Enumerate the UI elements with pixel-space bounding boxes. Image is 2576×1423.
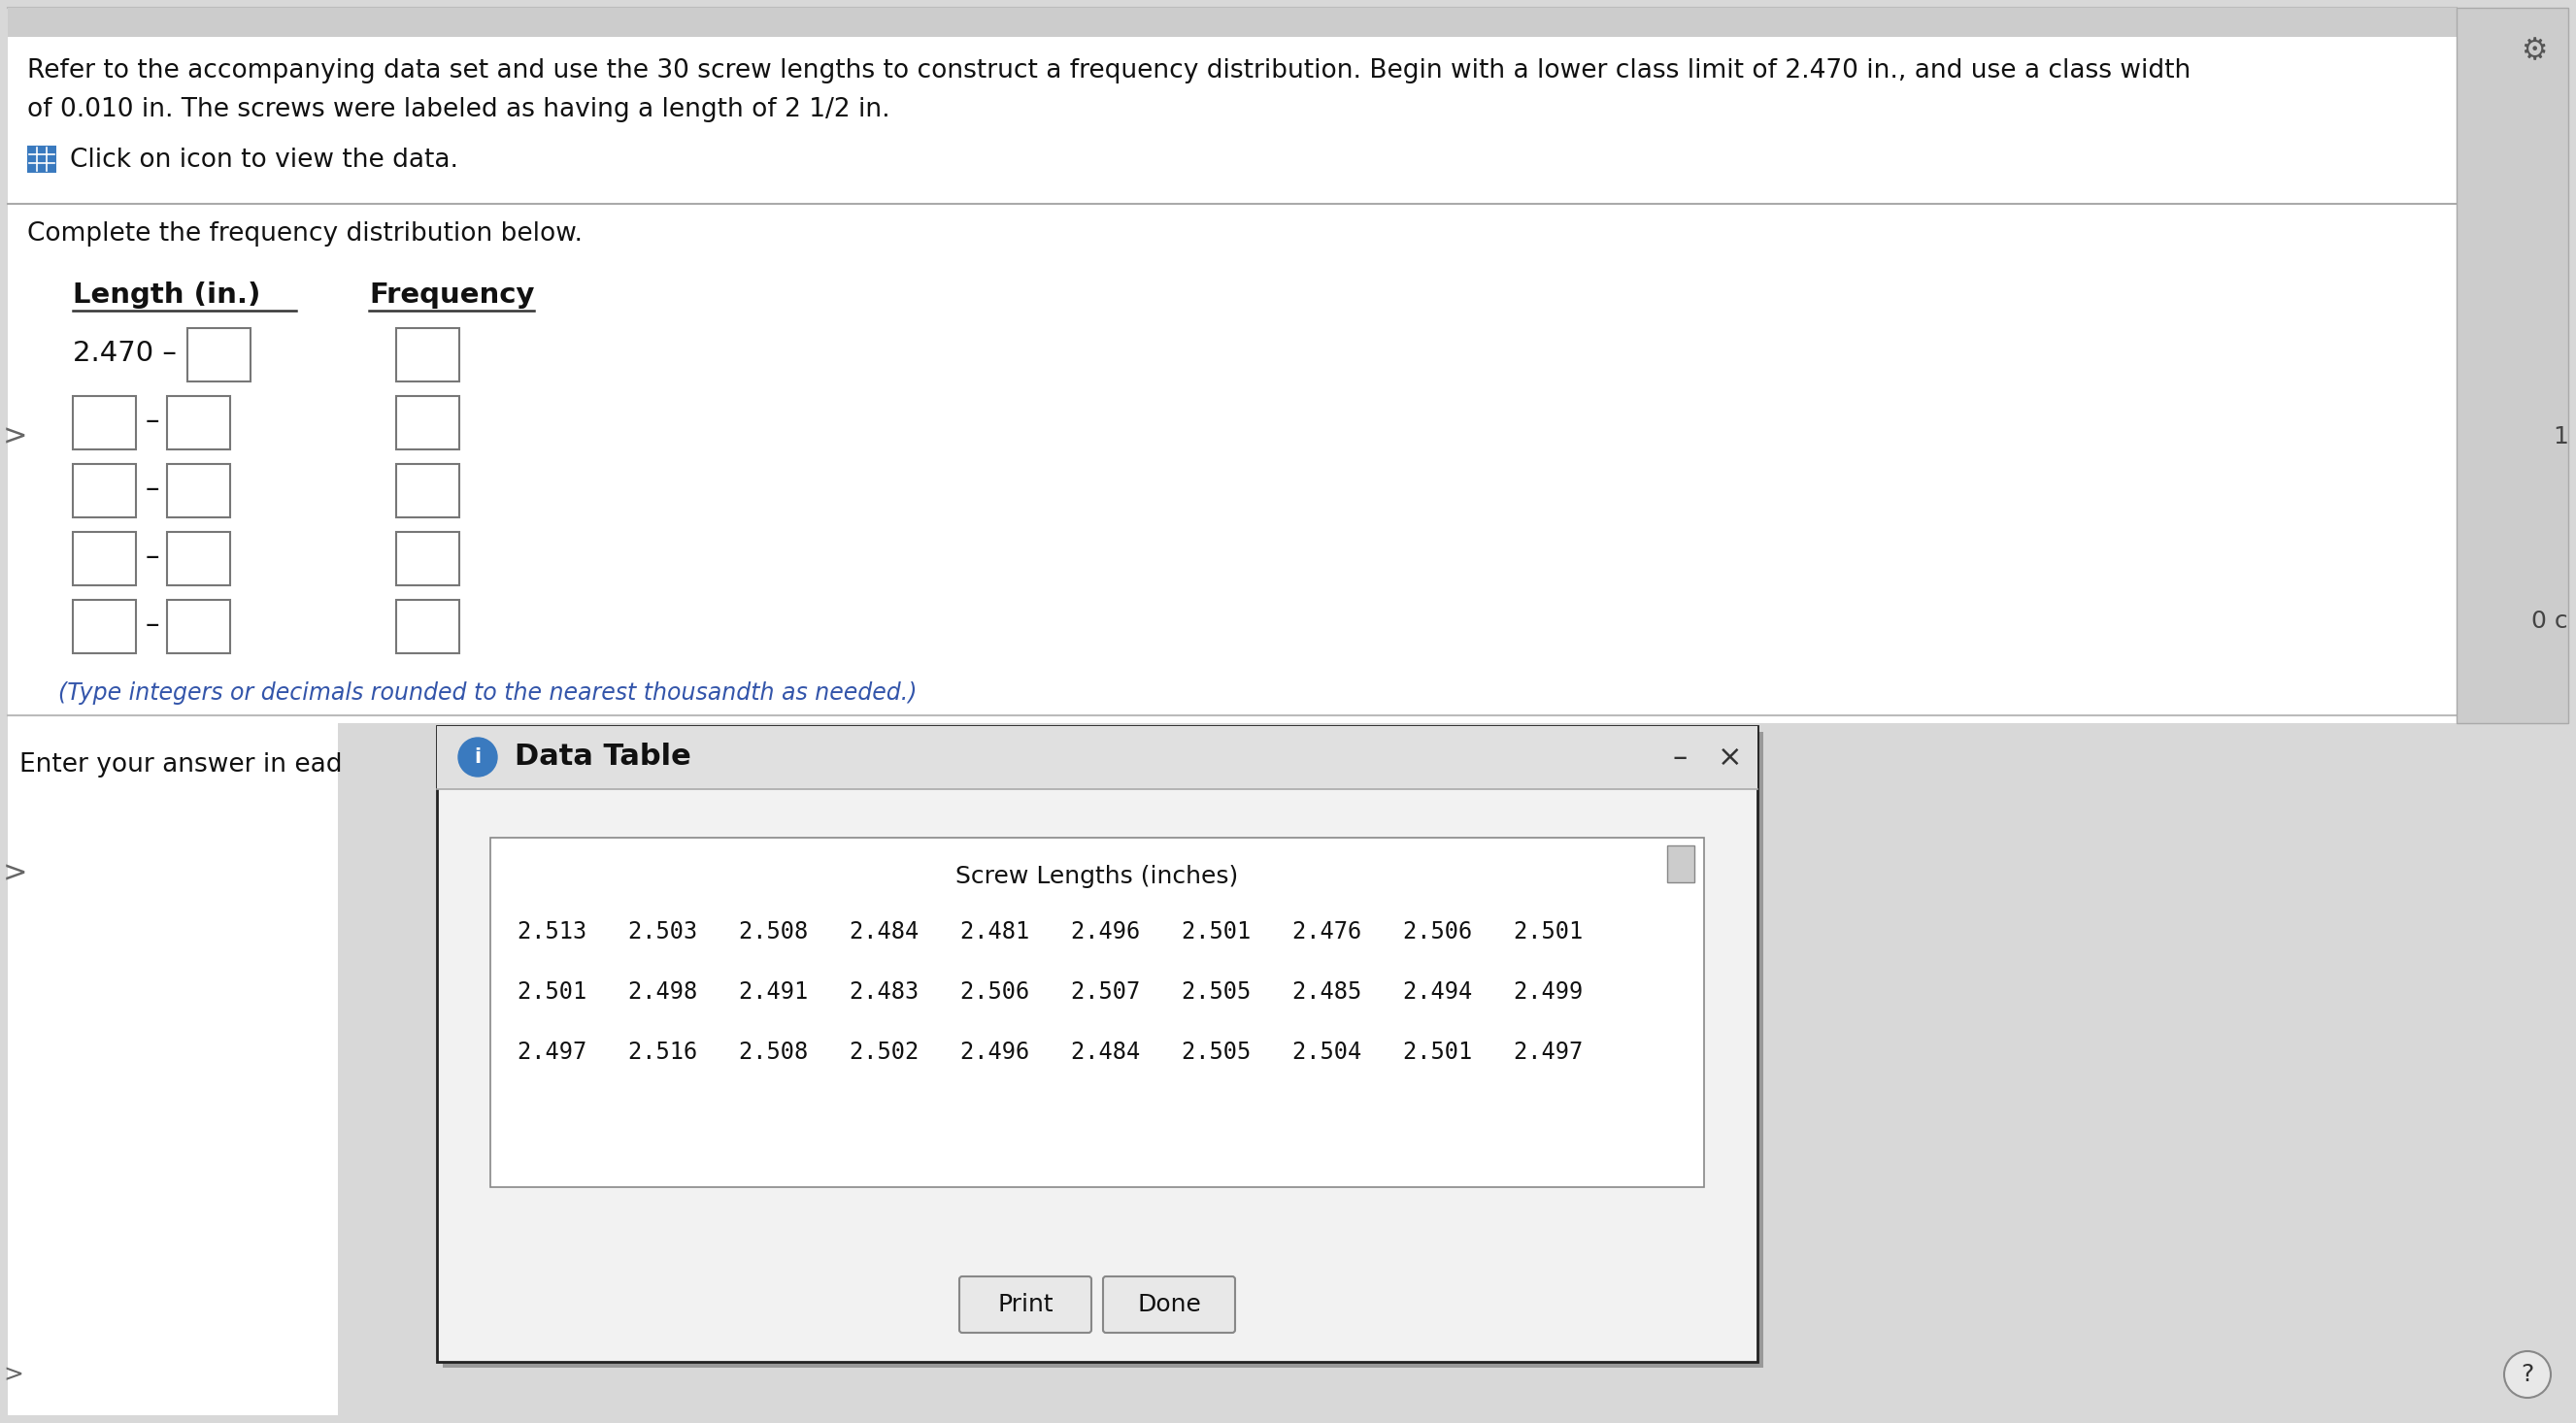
Text: Click on icon to view the data.: Click on icon to view the data.	[70, 148, 459, 172]
FancyBboxPatch shape	[167, 601, 229, 653]
Text: 2.497   2.516   2.508   2.502   2.496   2.484   2.505   2.504   2.501   2.497: 2.497 2.516 2.508 2.502 2.496 2.484 2.50…	[518, 1040, 1582, 1064]
Circle shape	[459, 737, 497, 777]
Text: Screw Lengths (inches): Screw Lengths (inches)	[956, 865, 1239, 888]
FancyBboxPatch shape	[72, 601, 137, 653]
Text: Frequency: Frequency	[368, 282, 536, 309]
Text: i: i	[474, 747, 482, 767]
Text: –: –	[147, 407, 160, 435]
FancyBboxPatch shape	[1667, 845, 1695, 882]
Text: ⚙: ⚙	[2519, 37, 2548, 65]
FancyBboxPatch shape	[489, 838, 1705, 1187]
FancyBboxPatch shape	[8, 7, 2458, 723]
Text: (Type integers or decimals rounded to the nearest thousandth as needed.): (Type integers or decimals rounded to th…	[59, 682, 917, 704]
FancyBboxPatch shape	[438, 726, 1757, 1362]
Text: ?: ?	[2522, 1363, 2535, 1386]
Text: –: –	[147, 475, 160, 502]
FancyBboxPatch shape	[167, 532, 229, 585]
Text: –: –	[1672, 743, 1687, 771]
FancyBboxPatch shape	[2458, 7, 2568, 723]
FancyBboxPatch shape	[8, 723, 337, 1416]
Text: 2.513   2.503   2.508   2.484   2.481   2.496   2.501   2.476   2.506   2.501: 2.513 2.503 2.508 2.484 2.481 2.496 2.50…	[518, 921, 1582, 943]
Text: 1: 1	[2553, 425, 2568, 448]
FancyBboxPatch shape	[397, 532, 459, 585]
Text: Done: Done	[1136, 1294, 1200, 1316]
Text: >: >	[3, 1363, 23, 1386]
FancyBboxPatch shape	[1103, 1276, 1234, 1333]
Text: 2.501   2.498   2.491   2.483   2.506   2.507   2.505   2.485   2.494   2.499: 2.501 2.498 2.491 2.483 2.506 2.507 2.50…	[518, 980, 1582, 1003]
FancyBboxPatch shape	[72, 396, 137, 450]
Text: ×: ×	[1718, 743, 1741, 771]
Text: Refer to the accompanying data set and use the 30 screw lengths to construct a f: Refer to the accompanying data set and u…	[28, 58, 2190, 84]
FancyBboxPatch shape	[397, 464, 459, 518]
FancyBboxPatch shape	[958, 1276, 1092, 1333]
Text: Print: Print	[997, 1294, 1054, 1316]
FancyBboxPatch shape	[397, 396, 459, 450]
FancyBboxPatch shape	[28, 145, 57, 172]
Text: Complete the frequency distribution below.: Complete the frequency distribution belo…	[28, 222, 582, 246]
FancyBboxPatch shape	[72, 464, 137, 518]
FancyBboxPatch shape	[167, 464, 229, 518]
Circle shape	[2504, 1352, 2550, 1397]
FancyBboxPatch shape	[188, 329, 250, 381]
Text: >: >	[3, 859, 28, 888]
FancyBboxPatch shape	[443, 731, 1765, 1368]
Text: Data Table: Data Table	[515, 743, 690, 771]
Text: of 0.010 in. The screws were labeled as having a length of 2 1/2 in.: of 0.010 in. The screws were labeled as …	[28, 97, 891, 122]
Text: >: >	[3, 423, 28, 451]
FancyBboxPatch shape	[438, 726, 1757, 790]
FancyBboxPatch shape	[72, 532, 137, 585]
Text: 0 c: 0 c	[2532, 609, 2568, 633]
Text: Length (in.): Length (in.)	[72, 282, 260, 309]
Text: 2.470 –: 2.470 –	[72, 340, 178, 367]
Text: –: –	[147, 544, 160, 571]
FancyBboxPatch shape	[397, 601, 459, 653]
FancyBboxPatch shape	[167, 396, 229, 450]
FancyBboxPatch shape	[397, 329, 459, 381]
Text: –: –	[147, 612, 160, 639]
Text: Enter your answer in ead: Enter your answer in ead	[21, 753, 343, 777]
FancyBboxPatch shape	[8, 7, 2458, 37]
